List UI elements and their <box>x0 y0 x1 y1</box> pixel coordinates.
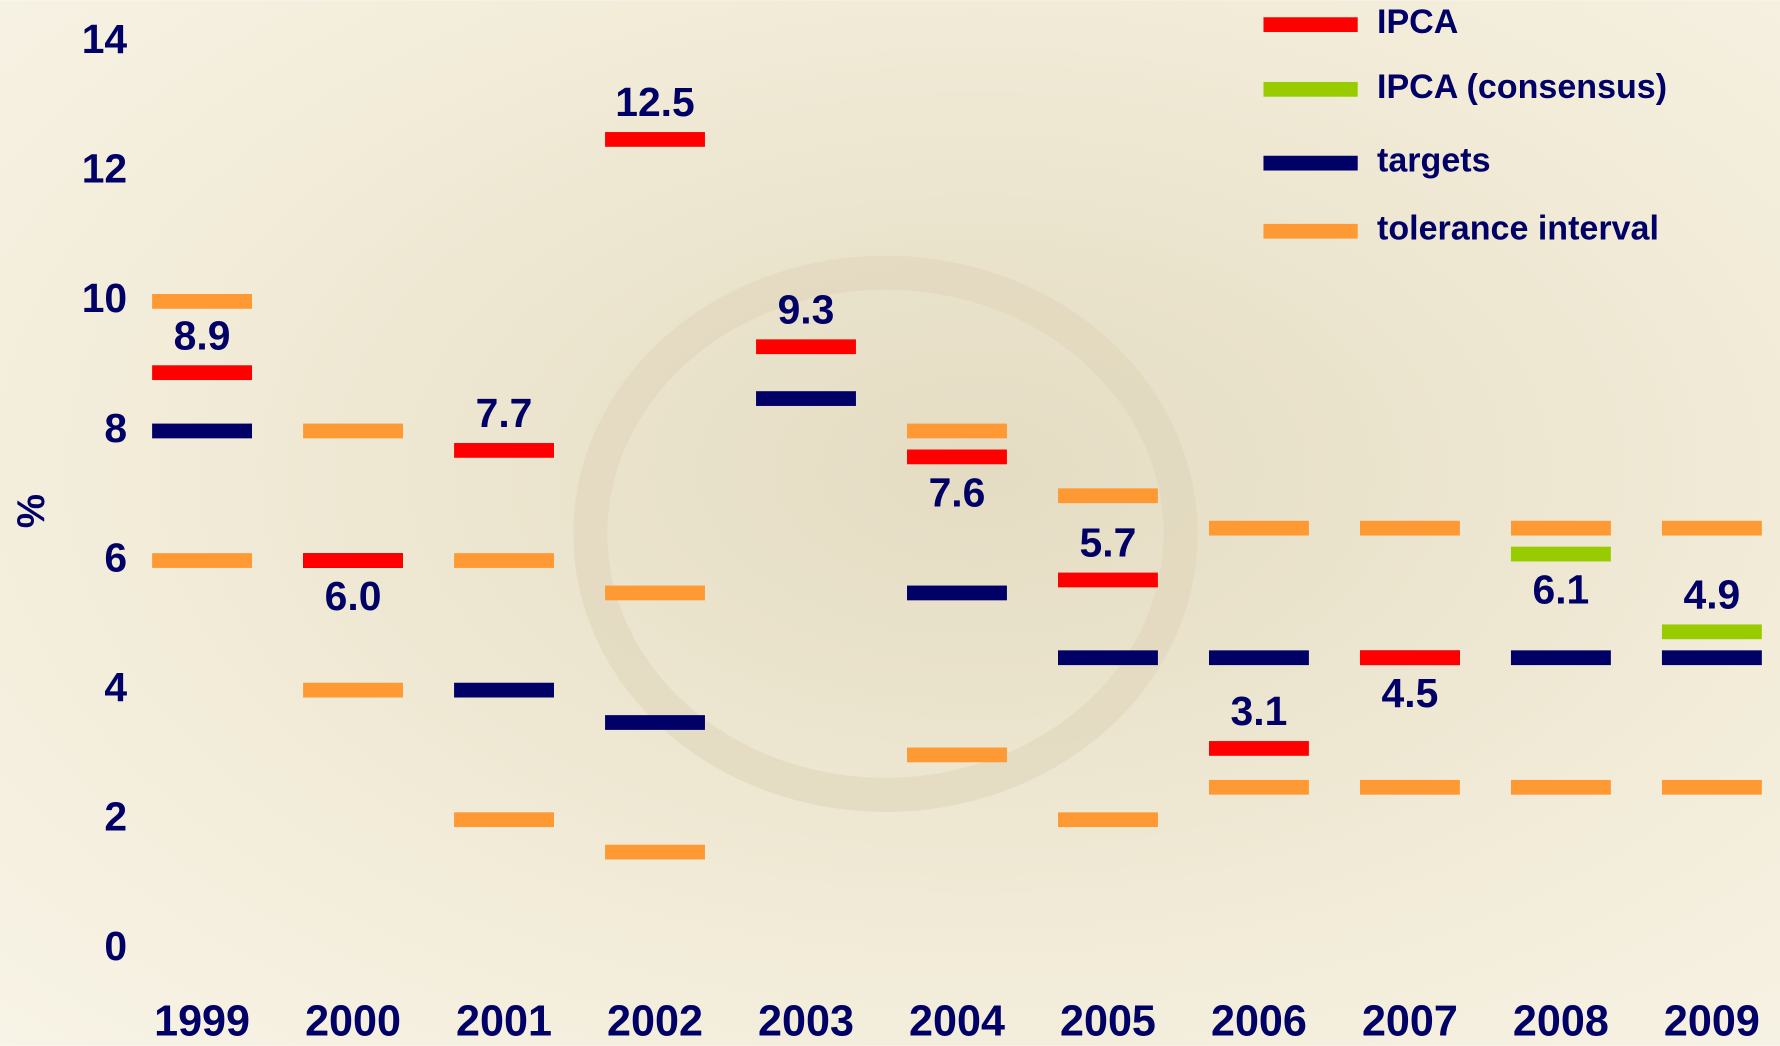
x-tick-label: 2004 <box>909 998 1005 1046</box>
value-label: 6.0 <box>325 573 382 619</box>
legend-swatch <box>1263 224 1357 239</box>
y-tick-label: 14 <box>82 16 128 62</box>
dash <box>1360 650 1460 665</box>
dash <box>1511 547 1611 562</box>
value-label: 6.1 <box>1532 566 1589 612</box>
x-tick-label: 2003 <box>758 998 854 1046</box>
dash <box>1209 780 1309 795</box>
x-tick-label: 2001 <box>456 998 552 1046</box>
dash <box>1058 650 1158 665</box>
dash <box>454 443 554 458</box>
dash <box>756 339 856 354</box>
legend-label: IPCA (consensus) <box>1377 68 1667 106</box>
dash <box>1209 650 1309 665</box>
dash <box>1360 521 1460 536</box>
legend-swatch <box>1263 82 1357 97</box>
value-label: 4.9 <box>1683 572 1740 618</box>
dash <box>907 450 1007 465</box>
legend-label: IPCA <box>1377 3 1458 41</box>
dash <box>1662 521 1762 536</box>
x-tick-label: 2000 <box>305 998 401 1046</box>
legend-label: tolerance interval <box>1377 210 1659 248</box>
dash <box>605 586 705 601</box>
chart: % 0 2 4 6 8 10 12 14 1999 2000 2001 2002 2003 2004 200… <box>0 0 1780 1046</box>
dash <box>454 683 554 698</box>
value-label: 4.5 <box>1382 670 1439 716</box>
dash <box>605 132 705 147</box>
value-label: 12.5 <box>615 79 695 125</box>
value-label: 7.7 <box>476 390 533 436</box>
dash <box>152 553 252 568</box>
x-tick-label: 2006 <box>1211 998 1307 1046</box>
legend-swatch <box>1263 17 1357 32</box>
x-tick-label: 2009 <box>1664 998 1760 1046</box>
y-axis-label: % <box>10 494 53 528</box>
value-label: 5.7 <box>1080 520 1137 566</box>
dash <box>1511 780 1611 795</box>
value-label: 9.3 <box>778 286 835 332</box>
y-tick-label: 10 <box>82 275 127 321</box>
y-tick-label: 4 <box>104 664 127 710</box>
y-tick-label: 12 <box>82 146 127 192</box>
dash <box>1511 650 1611 665</box>
dash <box>1058 812 1158 827</box>
dash <box>756 391 856 406</box>
dash <box>907 424 1007 439</box>
x-tick-label: 2007 <box>1362 998 1458 1046</box>
y-tick-label: 8 <box>104 405 127 451</box>
y-tick-label: 6 <box>104 534 127 580</box>
dash <box>1360 780 1460 795</box>
dash <box>152 424 252 439</box>
dash <box>605 715 705 730</box>
legend-swatch <box>1263 156 1357 171</box>
x-tick-label: 1999 <box>154 998 250 1046</box>
legend-label: targets <box>1377 142 1491 180</box>
x-tick-label: 2005 <box>1060 998 1156 1046</box>
dash <box>1662 780 1762 795</box>
y-tick-label: 0 <box>104 923 127 969</box>
dash <box>1209 521 1309 536</box>
dash <box>907 748 1007 763</box>
dash <box>1662 624 1762 639</box>
x-tick-label: 2008 <box>1513 998 1609 1046</box>
y-tick-label: 2 <box>104 793 127 839</box>
dash <box>605 845 705 860</box>
dash <box>1209 741 1309 756</box>
dash <box>907 586 1007 601</box>
dash <box>303 553 403 568</box>
dash <box>152 365 252 380</box>
x-tick-label: 2002 <box>607 998 703 1046</box>
dash <box>1511 521 1611 536</box>
dash <box>303 424 403 439</box>
dash <box>454 812 554 827</box>
dash <box>1662 650 1762 665</box>
dash <box>1058 573 1158 588</box>
dash <box>152 294 252 309</box>
value-label: 7.6 <box>929 469 986 515</box>
value-label: 8.9 <box>174 312 231 358</box>
dash <box>1058 488 1158 503</box>
dash <box>303 683 403 698</box>
value-label: 3.1 <box>1231 688 1288 734</box>
dash <box>454 553 554 568</box>
